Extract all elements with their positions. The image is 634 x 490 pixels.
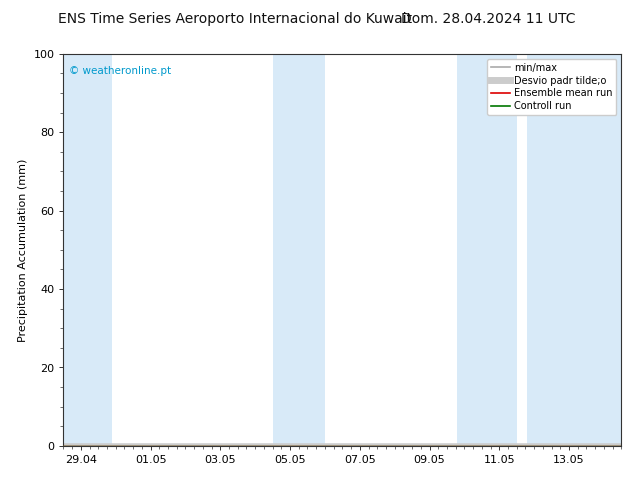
Text: © weatheronline.pt: © weatheronline.pt: [69, 66, 171, 75]
Legend: min/max, Desvio padr tilde;o, Ensemble mean run, Controll run: min/max, Desvio padr tilde;o, Ensemble m…: [487, 59, 616, 115]
Text: Dom. 28.04.2024 11 UTC: Dom. 28.04.2024 11 UTC: [401, 12, 576, 26]
Bar: [63, 54, 112, 446]
Bar: [273, 54, 325, 446]
Text: ENS Time Series Aeroporto Internacional do Kuwait: ENS Time Series Aeroporto Internacional …: [58, 12, 411, 26]
Y-axis label: Precipitation Accumulation (mm): Precipitation Accumulation (mm): [18, 158, 28, 342]
Bar: [527, 54, 621, 446]
Bar: [458, 54, 517, 446]
